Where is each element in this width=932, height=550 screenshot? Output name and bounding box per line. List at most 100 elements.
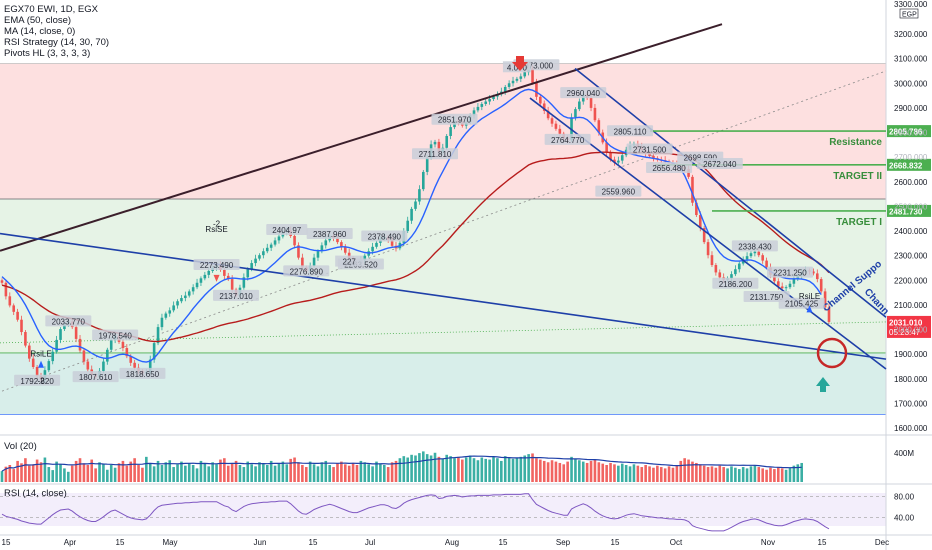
volume-bar [273,465,277,482]
volume-bar [640,467,644,482]
pivot-label: 2338.430 [738,242,772,251]
price-tick: 1800.000 [894,375,928,384]
channel-upper-line [574,67,887,318]
volume-bar [258,462,261,482]
time-tick: Aug [445,538,459,547]
volume-bar [28,465,31,482]
volume-bar [503,456,507,482]
volume-bar [340,461,343,482]
candle-body [523,72,527,77]
candle-body [195,282,199,288]
candle-body [714,265,718,273]
volume-bar [457,456,460,482]
volume-bar [172,467,175,482]
rsi-tick-40: 40.00 [894,513,915,522]
price-tick: 2800.000 [894,129,928,138]
candle-body [702,228,706,243]
candle-body [433,141,437,145]
candle-body [347,252,351,259]
channel-intersection-circle [816,337,848,369]
pivot-label: 2960.040 [567,89,601,98]
ma-14-line [1,88,822,363]
pivot-label-box [607,125,654,137]
volume-bar [254,466,257,482]
volume-bar [289,458,292,482]
candle-body [184,295,187,299]
volume-bar [16,460,19,482]
volume-bar [94,468,97,482]
candle-body [741,259,745,264]
candle-body [59,329,62,340]
volume-bar [31,464,35,482]
level-label-1: TARGET II [833,171,882,182]
volume-bar [168,460,172,482]
volume-bar [507,457,511,482]
candle-body [371,246,374,252]
volume-bar [468,455,472,482]
volume-bar [601,463,605,482]
volume-bar [414,455,417,482]
volume-bar [156,460,160,482]
rsi-tick-80: 80.00 [894,492,915,501]
volume-bar [433,452,437,482]
volume-bar [78,458,82,482]
candle-body [550,118,554,124]
price-tick: 1700.000 [894,399,928,408]
volume-bar [722,467,725,482]
volume-bar [386,467,390,482]
volume-bar [765,469,768,482]
pivot-label-box [766,266,813,278]
volume-bar [476,460,480,482]
volume-bar [617,465,620,482]
volume-bar [211,462,214,482]
volume-bar [246,461,250,482]
volume-bar [410,454,413,482]
volume-bar [663,468,667,482]
volume-bar [788,467,792,482]
volume-bar [176,464,179,482]
candle-body [250,263,253,270]
volume-bar [741,467,745,482]
candle-body [698,215,702,229]
candle-body [476,106,480,111]
price-tick: 2600.000 [894,178,928,187]
volume-bar [59,464,62,482]
indicator-pivots: Pivots HL (3, 3, 3, 3) [4,48,91,59]
candle-body [570,117,573,140]
candle-body [745,256,749,260]
pivot-label-box [335,255,364,267]
candle-body [86,361,90,370]
upper-trendline [0,23,723,252]
time-tick: 15 [309,538,318,547]
volume-bar [792,465,796,482]
volume-bar [47,467,51,482]
volume-bar [624,465,628,482]
pivot-label-box [14,374,61,386]
candle-body [4,282,8,297]
candle-body [246,269,250,278]
volume-bar [70,465,74,482]
candle-body [531,68,534,83]
candle-body [102,361,105,371]
candle-body [31,358,35,367]
volume-bar [109,465,113,482]
candle-body [605,142,608,153]
candle-body [312,257,316,266]
candle-body [539,96,542,104]
volume-bar [605,465,608,482]
pivot-label: 2656.480 [652,164,686,173]
volume-bar [671,467,675,482]
volume-bar [581,461,585,482]
candle-body [749,253,753,257]
candle-body [776,281,780,287]
candle-body [390,239,394,246]
volume-bar [734,467,737,482]
volume-bar [332,467,335,482]
candle-body [28,345,31,359]
time-tick: Apr [64,538,77,547]
volume-bar [137,465,140,482]
pivot-label-box [72,371,119,383]
price-tick: 3100.000 [894,55,928,64]
candle-body [106,349,109,362]
